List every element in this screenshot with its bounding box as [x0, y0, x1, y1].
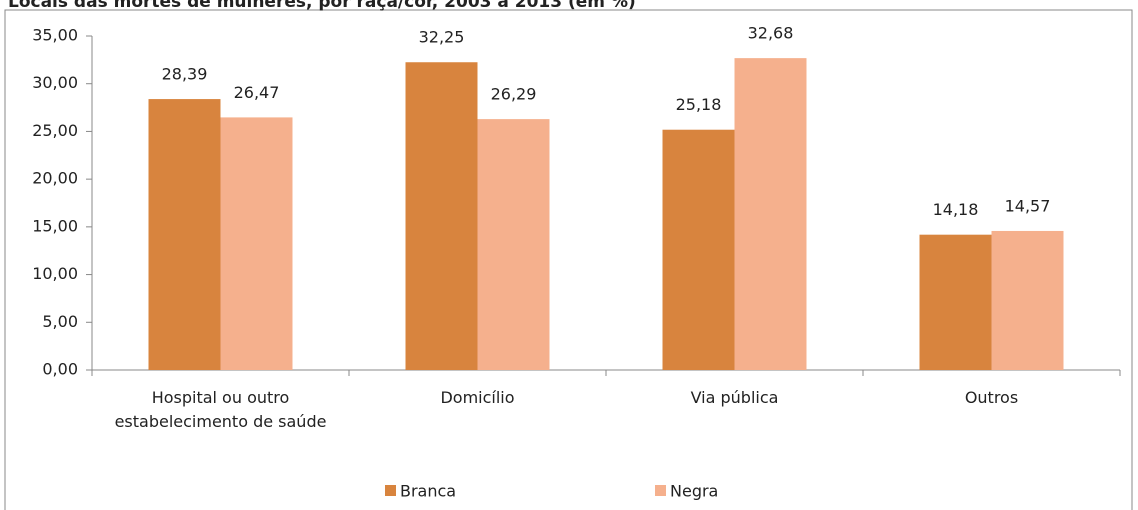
data-label: 14,57: [1005, 196, 1051, 215]
y-tick-label: 35,00: [32, 26, 78, 45]
data-label: 32,25: [419, 28, 465, 47]
y-tick-label: 25,00: [32, 121, 78, 140]
data-label: 32,68: [748, 24, 794, 43]
data-label: 28,39: [162, 65, 208, 84]
x-tick-label: Outros: [964, 388, 1019, 407]
y-tick-label: 20,00: [32, 169, 78, 188]
data-label: 14,18: [933, 200, 979, 219]
x-tick-label-box: Hospital ou outro estabelecimento de saú…: [114, 388, 327, 431]
bar: [405, 62, 478, 370]
x-tick-label: Domicílio: [440, 388, 515, 407]
legend-swatch: [385, 485, 396, 496]
data-label: 26,29: [491, 85, 537, 104]
legend-label: Negra: [670, 482, 718, 501]
legend-swatch: [655, 485, 666, 496]
bar: [734, 58, 807, 370]
chart-border: [4, 9, 1133, 510]
bar: [148, 99, 221, 371]
data-label: 25,18: [676, 95, 722, 114]
bar: [991, 230, 1064, 370]
x-tick-label: Hospital ou outro estabelecimento de saú…: [114, 388, 327, 431]
legend-label: Branca: [400, 482, 456, 501]
x-tick-label-box: Outros: [964, 388, 1019, 407]
bar: [662, 129, 735, 370]
y-tick-label: 5,00: [42, 312, 78, 331]
y-tick-label: 30,00: [32, 73, 78, 92]
x-tick-label-box: Via pública: [690, 388, 779, 407]
y-tick-label: 0,00: [42, 360, 78, 379]
chart-title: Locais das mortes de mulheres, por raça/…: [8, 0, 636, 12]
bar: [919, 234, 992, 370]
y-tick-label: 10,00: [32, 264, 78, 283]
x-tick-label-box: Domicílio: [440, 388, 515, 407]
bar: [477, 119, 550, 370]
x-tick-label: Via pública: [690, 388, 779, 407]
y-tick-label: 15,00: [32, 216, 78, 235]
data-label: 26,47: [234, 83, 280, 102]
bar: [220, 117, 293, 370]
